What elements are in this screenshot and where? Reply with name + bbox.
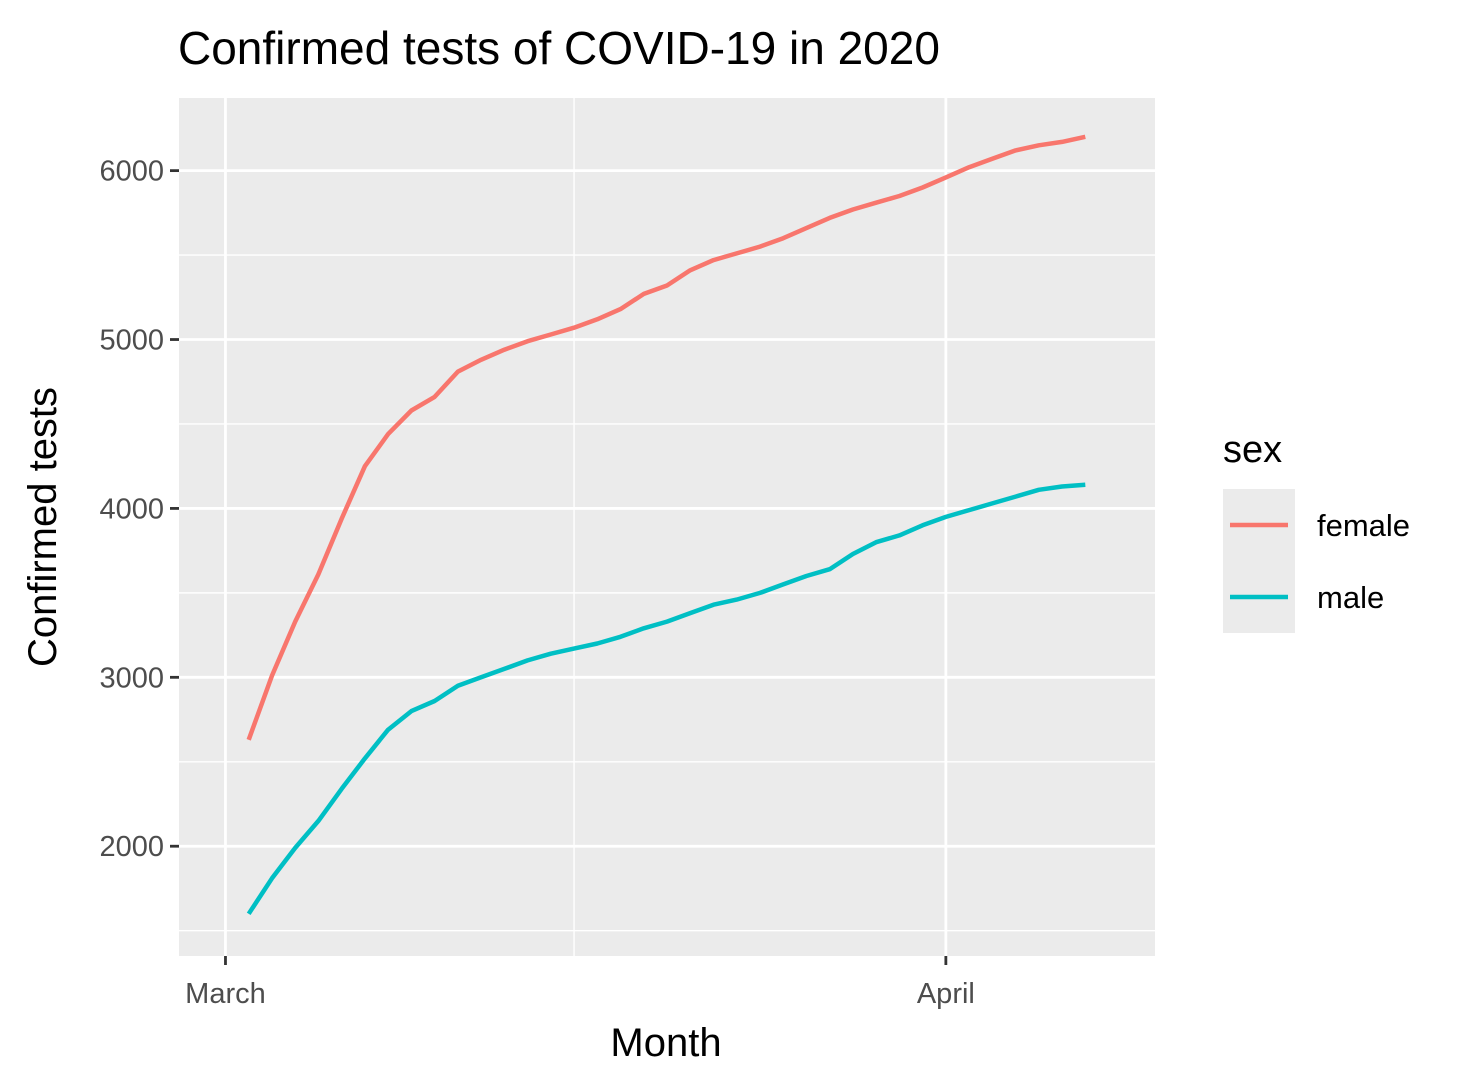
x-axis-title: Month <box>610 1021 721 1065</box>
plot-panel <box>179 98 1155 956</box>
y-tick-label: 6000 <box>99 156 164 188</box>
legend-key-background <box>1223 489 1295 633</box>
legend-label-female: female <box>1317 508 1410 543</box>
major-gridlines <box>179 98 1155 956</box>
series-lines <box>246 134 1086 916</box>
y-axis-title: Confirmed tests <box>21 387 65 667</box>
y-tick-label: 4000 <box>99 493 164 525</box>
y-tick-label: 3000 <box>99 662 164 694</box>
x-tick-label: March <box>185 978 266 1010</box>
legend-title: sex <box>1223 429 1282 471</box>
x-axis: March April <box>185 956 975 1010</box>
series-line-male <box>246 482 1086 916</box>
legend-label-male: male <box>1317 580 1384 615</box>
minor-gridlines <box>179 98 1155 956</box>
y-tick-label: 5000 <box>99 325 164 357</box>
y-axis: 2000 3000 4000 5000 6000 <box>99 156 179 863</box>
legend: sex female male <box>1223 429 1410 633</box>
series-line-female <box>246 134 1086 741</box>
chart-title: Confirmed tests of COVID-19 in 2020 <box>178 22 940 74</box>
x-tick-label: April <box>917 978 975 1010</box>
y-tick-label: 2000 <box>99 831 164 863</box>
